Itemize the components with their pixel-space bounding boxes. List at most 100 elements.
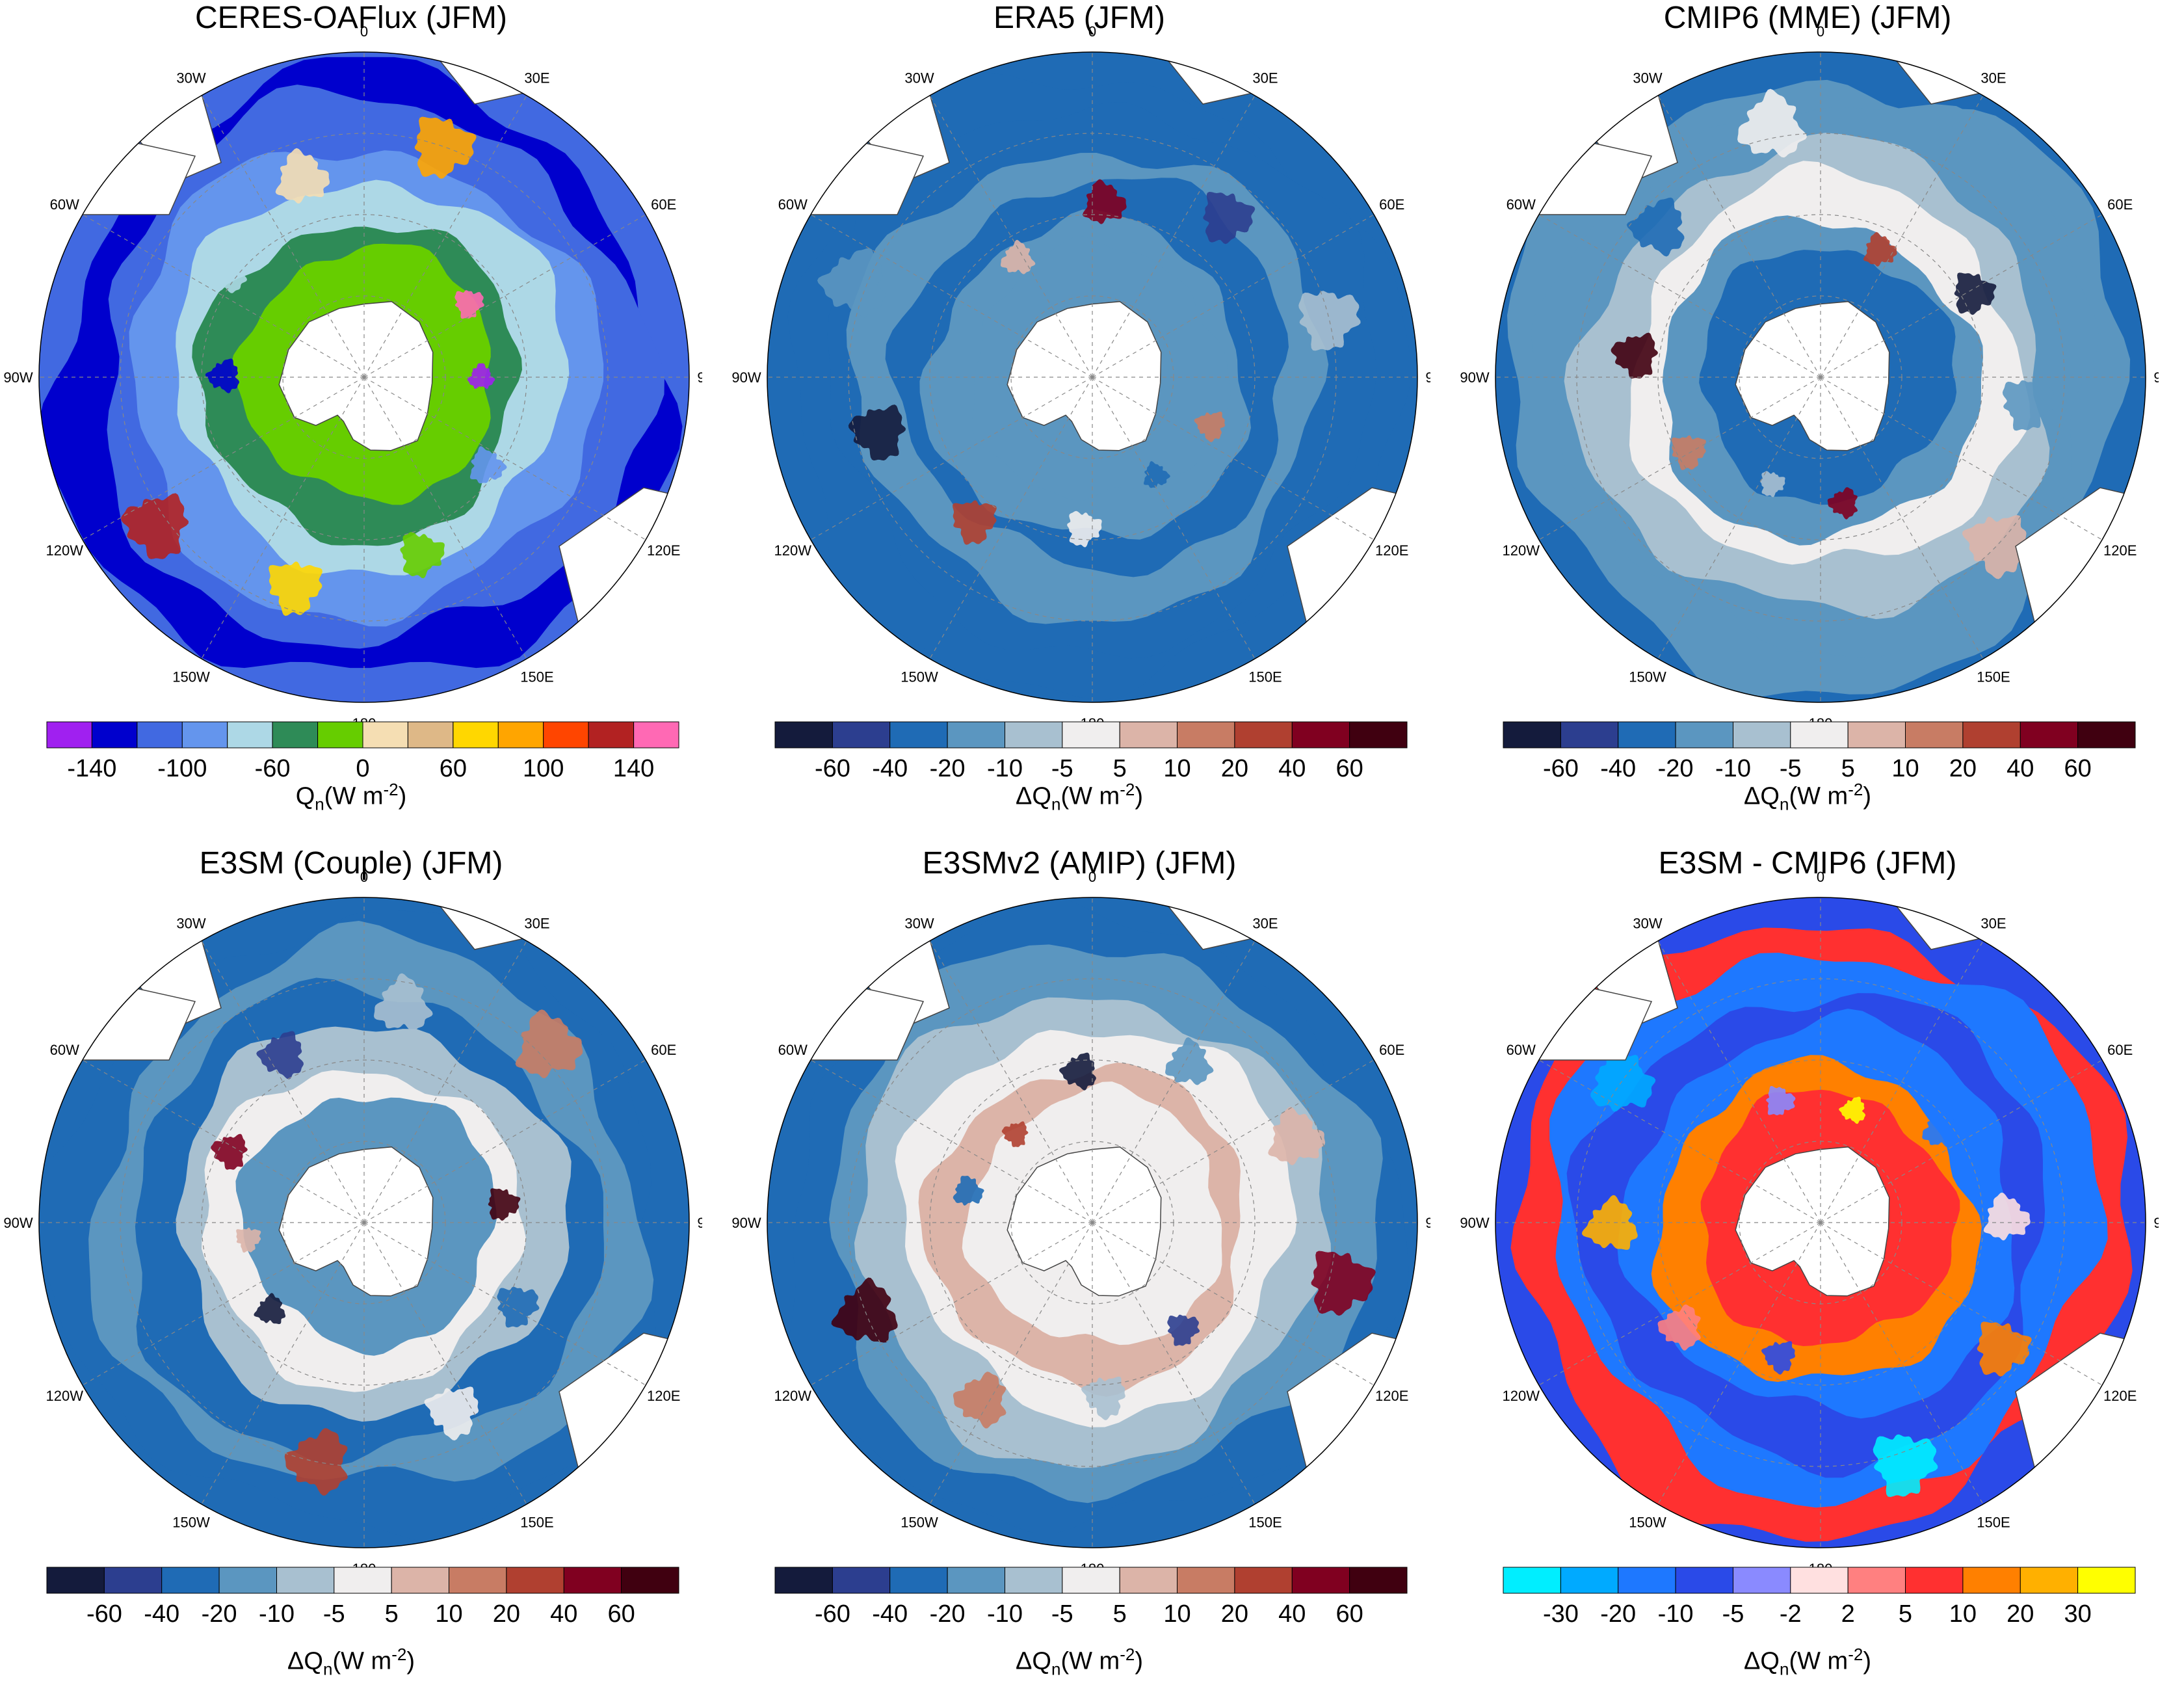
contour-patch bbox=[256, 1031, 304, 1080]
contour-patch bbox=[236, 1227, 261, 1253]
contour-patch bbox=[1067, 510, 1102, 548]
lon-label-90E: 90E bbox=[2153, 1215, 2159, 1231]
colorbar-swatch bbox=[1560, 721, 1619, 749]
lon-label-150E: 150E bbox=[1248, 1515, 1282, 1531]
lon-label-60W: 60W bbox=[778, 1042, 808, 1058]
graticule bbox=[767, 897, 1417, 1548]
colorbar-swatch bbox=[633, 721, 679, 749]
colorbar-swatch bbox=[889, 721, 948, 749]
colorbar-swatch bbox=[161, 1567, 220, 1594]
colorbar-tick-label: 5 bbox=[1113, 755, 1127, 782]
colorbar-tick-label: 60 bbox=[1335, 755, 1363, 782]
contour-patch bbox=[414, 116, 477, 179]
colorbar-swatch bbox=[774, 721, 833, 749]
lon-label-120W: 120W bbox=[46, 1388, 84, 1404]
colorbar-label: ΔQn(W m-2) bbox=[1744, 1645, 1871, 1679]
colorbar-tick-label: 40 bbox=[2006, 755, 2034, 782]
lon-label-0: 0 bbox=[1088, 23, 1096, 40]
lon-label-150E: 150E bbox=[1977, 1515, 2010, 1531]
colorbar-tick-label: -10 bbox=[1715, 755, 1751, 782]
contour-patch bbox=[1760, 471, 1785, 497]
colorbar-swatch bbox=[218, 1567, 278, 1594]
colorbar-swatch bbox=[497, 721, 544, 749]
colorbar-tick-label: -40 bbox=[1600, 755, 1636, 782]
colorbar-swatch bbox=[103, 1567, 163, 1594]
lon-label-0: 0 bbox=[1088, 869, 1096, 885]
lon-label-150W: 150W bbox=[901, 669, 938, 685]
lon-label-120W: 120W bbox=[774, 542, 812, 559]
contour-patch bbox=[254, 1293, 286, 1325]
map-field bbox=[39, 897, 689, 1548]
contour-patch bbox=[1611, 332, 1658, 379]
contour-patch bbox=[848, 404, 906, 461]
colorbar-swatch bbox=[1733, 1567, 1791, 1594]
contour-patch bbox=[1144, 461, 1170, 488]
colorbar-swatch bbox=[947, 1567, 1006, 1594]
lon-label-30E: 30E bbox=[524, 70, 549, 86]
lon-label-120E: 120E bbox=[2103, 542, 2137, 559]
colorbar-swatch bbox=[1847, 1567, 1906, 1594]
colorbar-swatch bbox=[1119, 1567, 1178, 1594]
panel-4: E3SM (Couple) (JFM) 018030W60W90W120W150… bbox=[0, 845, 702, 1678]
contour-patch bbox=[1873, 1434, 1938, 1497]
colorbar-swatch bbox=[947, 721, 1006, 749]
colorbar-tick-label: -10 bbox=[259, 1600, 295, 1628]
map-outline bbox=[1495, 897, 2146, 1548]
lon-label-30W: 30W bbox=[904, 915, 934, 931]
colorbar-swatch bbox=[1005, 721, 1063, 749]
contour-patch bbox=[1001, 1121, 1029, 1147]
colorbar-swatch bbox=[774, 1567, 833, 1594]
colorbar-swatch bbox=[453, 721, 499, 749]
lon-label-150W: 150W bbox=[1629, 669, 1666, 685]
colorbar-swatch bbox=[227, 721, 273, 749]
lon-label-60W: 60W bbox=[1506, 1042, 1536, 1058]
colorbar-swatch bbox=[506, 1567, 564, 1594]
colorbar-tick-label: 2 bbox=[1841, 1600, 1855, 1628]
contour-patch bbox=[1626, 197, 1685, 257]
colorbar-tick-label: -10 bbox=[987, 1600, 1023, 1628]
polar-map: 018030W60W90W120W150W30E60E90E120E150E-6… bbox=[731, 869, 1430, 1628]
lon-label-60W: 60W bbox=[778, 196, 808, 213]
colorbar-tick-label: 10 bbox=[1163, 755, 1191, 782]
colorbar-tick-label: 60 bbox=[607, 1600, 635, 1628]
lon-label-120W: 120W bbox=[774, 1388, 812, 1404]
lon-label-90E: 90E bbox=[697, 1215, 702, 1231]
colorbar-tick-label: 20 bbox=[1949, 755, 1977, 782]
lon-label-30E: 30E bbox=[1980, 70, 2006, 86]
colorbar-tick-label: 60 bbox=[440, 755, 467, 782]
colorbar-tick-label: -20 bbox=[1658, 755, 1694, 782]
panel-1: CERES-OAFlux (JFM) 018030W60W90W120W150W… bbox=[0, 0, 702, 814]
colorbar: -60 -40 -20 -10 -5 5 10 20 40 60 bbox=[46, 1567, 679, 1628]
contour-patch bbox=[374, 973, 433, 1032]
colorbar-swatch bbox=[1291, 721, 1350, 749]
colorbar: -60 -40 -20 -10 -5 5 10 20 40 60 bbox=[774, 1567, 1408, 1628]
colorbar-swatch bbox=[1234, 721, 1293, 749]
colorbar-tick-label: -20 bbox=[1600, 1600, 1636, 1628]
colorbar-swatch bbox=[1618, 1567, 1676, 1594]
lon-label-150E: 150E bbox=[520, 669, 553, 685]
lon-label-30E: 30E bbox=[1252, 915, 1278, 931]
colorbar-swatch bbox=[1675, 1567, 1734, 1594]
polar-map: 018030W60W90W120W150W30E60E90E120E150E-6… bbox=[731, 23, 1430, 782]
contour-patch bbox=[1766, 1086, 1796, 1115]
lon-label-30E: 30E bbox=[1252, 70, 1278, 86]
map-outline bbox=[1495, 51, 2146, 703]
antarctica bbox=[278, 1146, 434, 1297]
colorbar-tick-label: 60 bbox=[1335, 1600, 1363, 1628]
contour-patch bbox=[1983, 1192, 2031, 1241]
colorbar-swatch bbox=[1062, 1567, 1120, 1594]
colorbar-swatch bbox=[1675, 721, 1734, 749]
colorbar-tick-label: 10 bbox=[1949, 1600, 1977, 1628]
landmass bbox=[2152, 1014, 2159, 1093]
colorbar-tick-label: 40 bbox=[1278, 1600, 1306, 1628]
colorbar-swatch bbox=[1349, 721, 1408, 749]
contour-patch bbox=[1962, 515, 2027, 579]
contour-patch bbox=[2002, 380, 2055, 431]
polar-map: 018030W60W90W120W150W30E60E90E120E150E-3… bbox=[1460, 869, 2159, 1628]
contour-patch bbox=[831, 1277, 898, 1343]
contour-patch bbox=[953, 500, 997, 545]
colorbar-tick-label: -60 bbox=[815, 1600, 850, 1628]
contour-patch bbox=[1059, 1052, 1096, 1091]
panel-title: E3SMv2 (AMIP) (JFM) bbox=[922, 846, 1237, 881]
lon-label-30E: 30E bbox=[524, 915, 549, 931]
